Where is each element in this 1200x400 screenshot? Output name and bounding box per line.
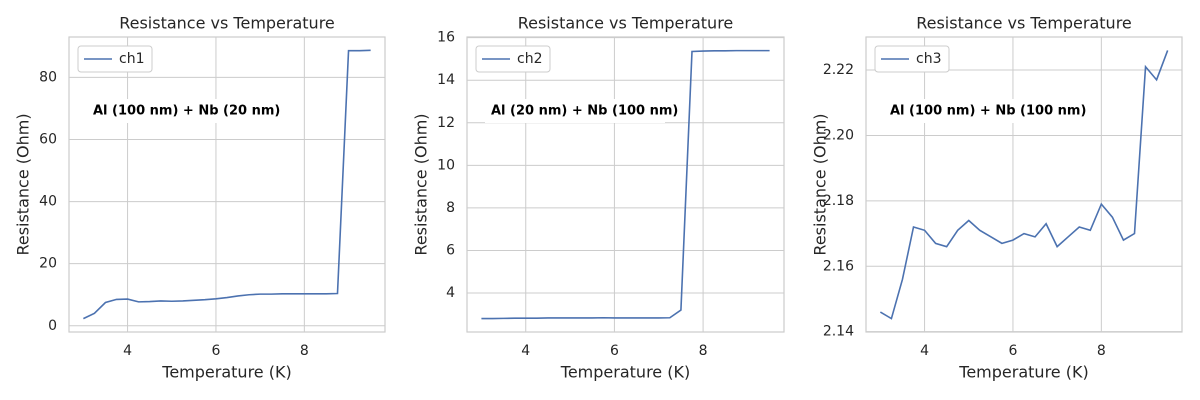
plot-frame: [865, 36, 1183, 333]
legend-box: [77, 45, 153, 73]
y-tick-label: 2.18: [823, 193, 854, 209]
chart-title: Resistance vs Temperature: [916, 14, 1132, 33]
data-line: [83, 49, 371, 320]
subplot: 4 6 8 2.14 2.16 2.18 2.20 2.22 Resistance vs Tem…: [811, 14, 1183, 382]
annotation-box: [87, 99, 267, 123]
subplot: 4 6 8 4 6 8 10 12 14 16 Resistance vs Temperature T…: [412, 14, 785, 382]
plot-frame: [466, 36, 785, 333]
x-tick-label: 6: [211, 343, 220, 359]
legend-box: [475, 45, 551, 73]
annotation-box: [485, 99, 665, 123]
chart-title: Resistance vs Temperature: [119, 14, 335, 33]
chart-title: Resistance vs Temperature: [518, 14, 734, 33]
x-axis-label: Temperature (K): [560, 363, 690, 382]
plot-area: [467, 37, 784, 332]
y-tick-label: 40: [39, 194, 57, 210]
y-tick-label: 60: [39, 131, 57, 147]
y-tick-label: 20: [39, 256, 57, 272]
x-tick-label: 8: [300, 343, 309, 359]
plot-frame: [68, 36, 386, 333]
y-tick-label: 80: [39, 69, 57, 85]
annotation: Al (100 nm) + Nb (20 nm): [93, 104, 280, 119]
x-tick-label: 6: [1008, 343, 1017, 359]
y-tick-label: 10: [437, 157, 455, 173]
y-axis-label: Resistance (Ohm): [811, 113, 830, 255]
x-axis-label: Temperature (K): [958, 363, 1088, 382]
x-axis-label: Temperature (K): [161, 363, 291, 382]
y-tick-label: 2.20: [823, 127, 854, 143]
legend-label: ch3: [916, 51, 941, 67]
y-tick-label: 4: [446, 285, 455, 301]
y-tick-label: 2.16: [823, 258, 854, 274]
x-tick-label: 8: [699, 343, 708, 359]
data-line: [879, 50, 1169, 320]
y-tick-label: 2.14: [823, 324, 854, 340]
plot-area: [69, 37, 385, 332]
y-tick-label: 2.22: [823, 62, 854, 78]
x-tick-label: 6: [610, 343, 619, 359]
legend-label: ch2: [517, 51, 542, 67]
y-tick-label: 6: [446, 242, 455, 258]
annotation-box: [884, 99, 1064, 123]
x-tick-label: 4: [920, 343, 929, 359]
annotation: Al (100 nm) + Nb (100 nm): [890, 104, 1086, 119]
x-tick-label: 4: [521, 343, 530, 359]
y-tick-label: 16: [437, 30, 455, 46]
y-tick-label: 0: [48, 318, 57, 334]
y-axis-label: Resistance (Ohm): [412, 113, 431, 255]
plot-area: [866, 37, 1182, 332]
x-tick-label: 4: [123, 343, 132, 359]
y-axis-label: Resistance (Ohm): [14, 113, 33, 255]
annotation: Al (20 nm) + Nb (100 nm): [491, 104, 678, 119]
legend-label: ch1: [119, 51, 144, 67]
data-line: [481, 49, 770, 320]
y-tick-label: 14: [437, 72, 455, 88]
x-tick-label: 8: [1097, 343, 1106, 359]
y-tick-label: 8: [446, 200, 455, 216]
y-tick-label: 12: [437, 115, 455, 131]
legend-box: [874, 45, 950, 73]
